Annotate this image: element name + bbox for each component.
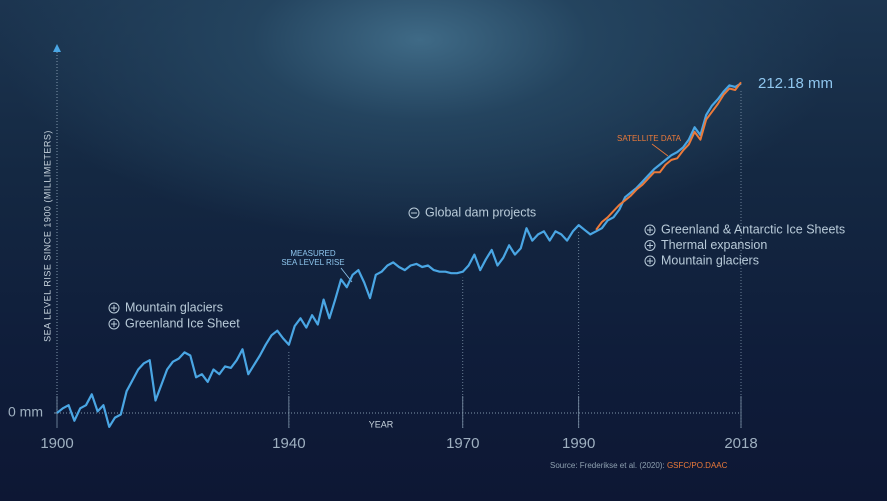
series-line — [56, 82, 742, 428]
annotation: Mountain glaciers — [661, 253, 759, 267]
series-label: SATELLITE DATA — [617, 134, 682, 143]
icon — [644, 255, 656, 267]
annotation: Greenland & Antarctic Ice Sheets — [661, 222, 845, 236]
annotation: Mountain glaciers — [125, 300, 223, 314]
x-tick-label: 1990 — [562, 435, 595, 452]
x-axis-label: YEAR — [369, 419, 394, 429]
x-tick-label: 2018 — [724, 435, 757, 452]
y-axis-label: SEA LEVEL RISE SINCE 1900 (MILLIMETERS) — [42, 130, 52, 342]
source-text: Source: Frederikse et al. (2020): — [550, 461, 665, 470]
x-tick-label: 1900 — [40, 435, 73, 452]
leader-line — [651, 143, 669, 157]
end-label: 212.18 mm — [758, 75, 833, 92]
icon — [644, 224, 656, 236]
y-tick-label: 0 mm — [8, 404, 43, 420]
source: Source: Frederikse et al. (2020): GSFC/P… — [550, 461, 728, 470]
x-tick-label: 1940 — [272, 435, 305, 452]
annotation: Greenland Ice Sheet — [125, 316, 240, 330]
axes — [56, 52, 741, 414]
icon — [408, 207, 420, 219]
annotation: Thermal expansion — [661, 238, 767, 252]
y-axis-arrow — [53, 44, 61, 52]
series-label: MEASURED SEA LEVEL RISE — [281, 249, 345, 267]
series-line — [595, 81, 742, 231]
icon — [108, 318, 120, 330]
icon — [108, 302, 120, 314]
x-tick-label: 1970 — [446, 435, 479, 452]
source-link: GSFC/PO.DAAC — [667, 461, 728, 470]
icon — [644, 240, 656, 251]
annotation: Global dam projects — [425, 205, 536, 219]
